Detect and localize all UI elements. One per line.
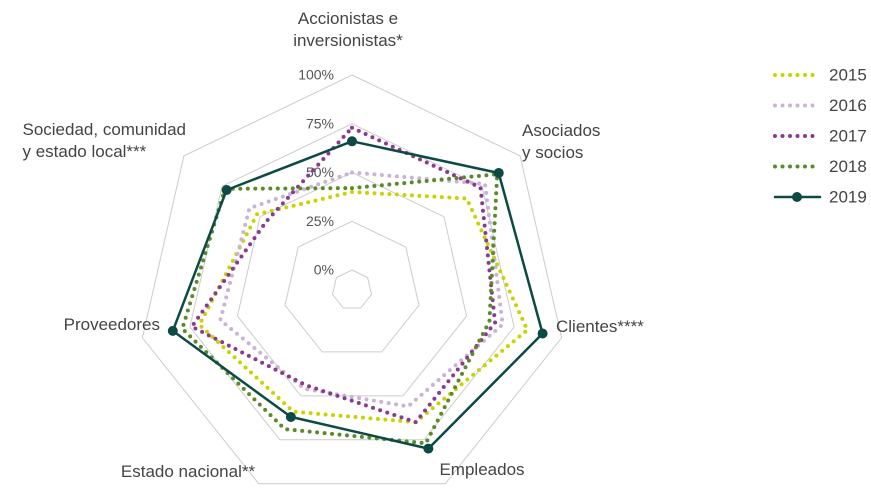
grid-ring	[284, 220, 420, 353]
series-marker	[423, 443, 434, 454]
series-line	[171, 140, 544, 450]
y-tick-label: 75%	[306, 115, 334, 131]
axis-label: Accionistas e inversionistas*	[293, 9, 403, 50]
series-marker	[347, 136, 357, 147]
y-tick-label: 100%	[298, 67, 334, 83]
y-tick-label: 25%	[306, 213, 334, 229]
axis-label: Clientes****	[556, 317, 644, 336]
axis-label: Sociedad, comunidad y estado local***	[22, 120, 186, 161]
axis-label: Proveedores	[63, 315, 160, 334]
legend-label: 2019	[829, 187, 867, 206]
series-line	[180, 172, 500, 446]
series-marker	[221, 184, 232, 195]
series-line	[218, 170, 505, 409]
axis-label: Asociados y socios	[522, 121, 601, 162]
series-line	[197, 190, 530, 425]
series-line	[189, 125, 498, 425]
series-marker	[167, 325, 178, 336]
series-marker	[537, 328, 548, 339]
y-tick-label: 50%	[306, 164, 334, 180]
grid-ring	[331, 269, 373, 309]
y-tick-label: 0%	[314, 262, 334, 278]
legend-label: 2016	[829, 96, 867, 115]
legend-label: 2015	[829, 65, 867, 84]
grid-ring	[141, 74, 563, 485]
legend-marker	[792, 192, 802, 202]
axis-label: Estado nacional**	[120, 462, 256, 481]
legend-label: 2017	[829, 126, 867, 145]
axis-label: Empleados	[439, 460, 525, 479]
legend-label: 2018	[829, 157, 867, 176]
series-marker	[285, 411, 296, 422]
series-marker	[493, 167, 504, 178]
